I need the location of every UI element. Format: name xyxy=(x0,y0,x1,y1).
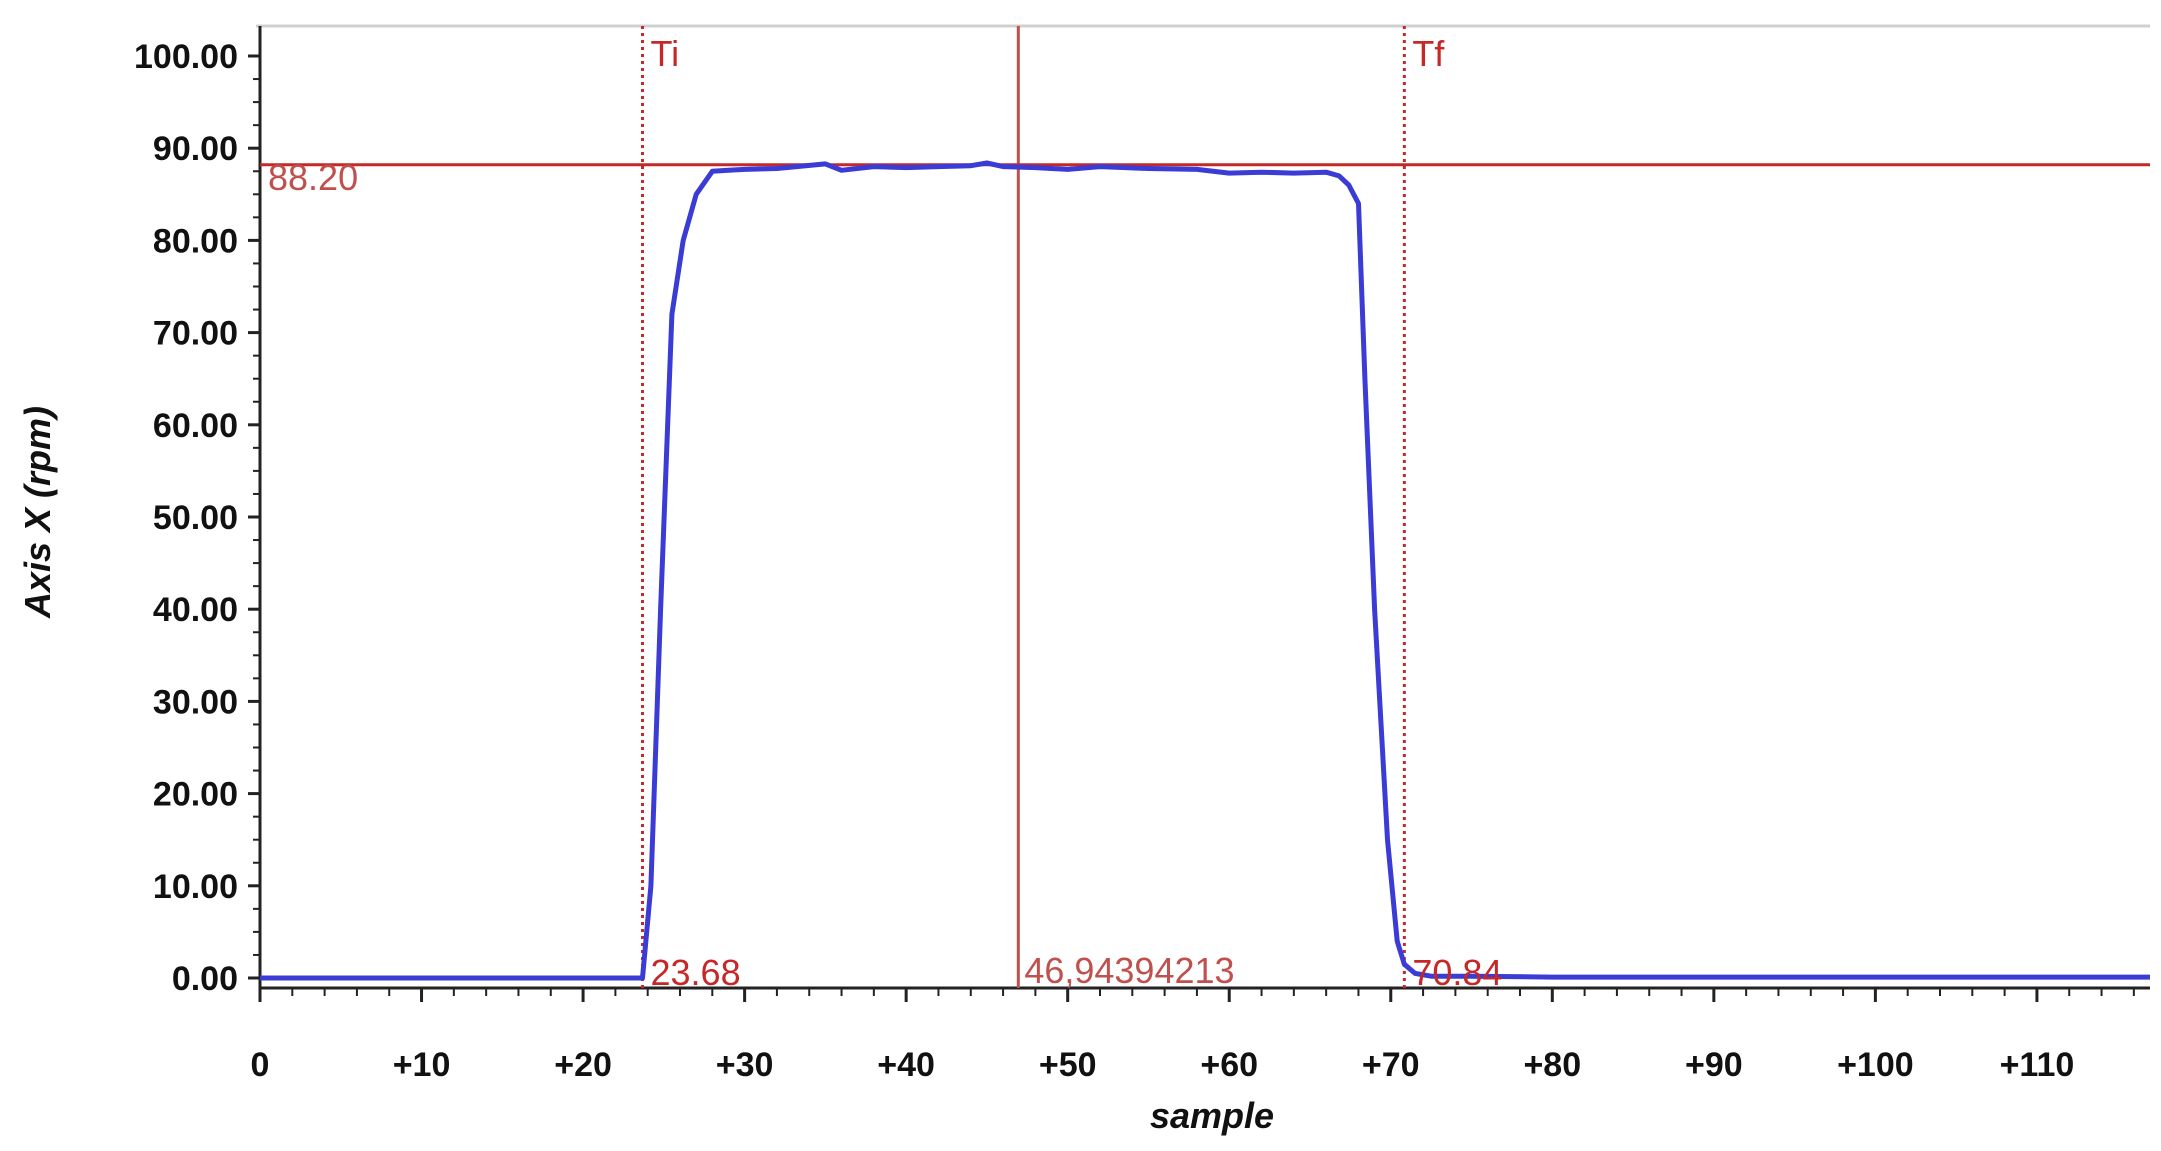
y-axis-title: Axis X (rpm) xyxy=(17,406,58,619)
x-tick-label: +10 xyxy=(393,1046,451,1084)
y-tick-label: 0.00 xyxy=(172,960,238,998)
marker-top-label: Ti xyxy=(651,33,680,74)
y-tick-label: 20.00 xyxy=(153,776,238,814)
plot-area: 0.00 10.00 20.00 30.00 40.00 50.00 60.00 70.00 8… xyxy=(134,26,2150,1084)
y-tick-label: 60.00 xyxy=(153,407,238,445)
y-tick-label: 90.00 xyxy=(153,130,238,168)
reference-line-label: 88.20 xyxy=(268,157,358,198)
x-tick-label: +40 xyxy=(877,1046,935,1084)
x-tick-label: +90 xyxy=(1685,1046,1743,1084)
y-tick-label: 50.00 xyxy=(153,499,238,537)
series-line xyxy=(260,160,2150,981)
x-tick-label: +20 xyxy=(554,1046,612,1084)
y-tick-label: 10.00 xyxy=(153,868,238,906)
x-tick-label: +80 xyxy=(1523,1046,1581,1084)
y-tick-label: 30.00 xyxy=(153,683,238,721)
y-tick-label: 40.00 xyxy=(153,591,238,629)
marker-bottom-label: 23.68 xyxy=(651,952,741,993)
x-tick-label: +60 xyxy=(1200,1046,1258,1084)
marker-bottom-label: 70.84 xyxy=(1412,952,1502,993)
x-tick-label: 0 xyxy=(251,1046,270,1084)
x-tick-label: +30 xyxy=(716,1046,774,1084)
x-axis-title: sample xyxy=(1150,1095,1274,1136)
marker-top-label: Tf xyxy=(1412,33,1445,74)
cursor-label: 46,94394213 xyxy=(1024,950,1234,991)
x-tick-label: +100 xyxy=(1837,1046,1914,1084)
y-tick-label: 70.00 xyxy=(153,315,238,353)
y-tick-label: 80.00 xyxy=(153,222,238,260)
x-tick-label: +110 xyxy=(2000,1046,2075,1084)
y-tick-label: 100.00 xyxy=(134,38,238,76)
x-tick-label: +70 xyxy=(1362,1046,1420,1084)
x-tick-label: +50 xyxy=(1039,1046,1097,1084)
